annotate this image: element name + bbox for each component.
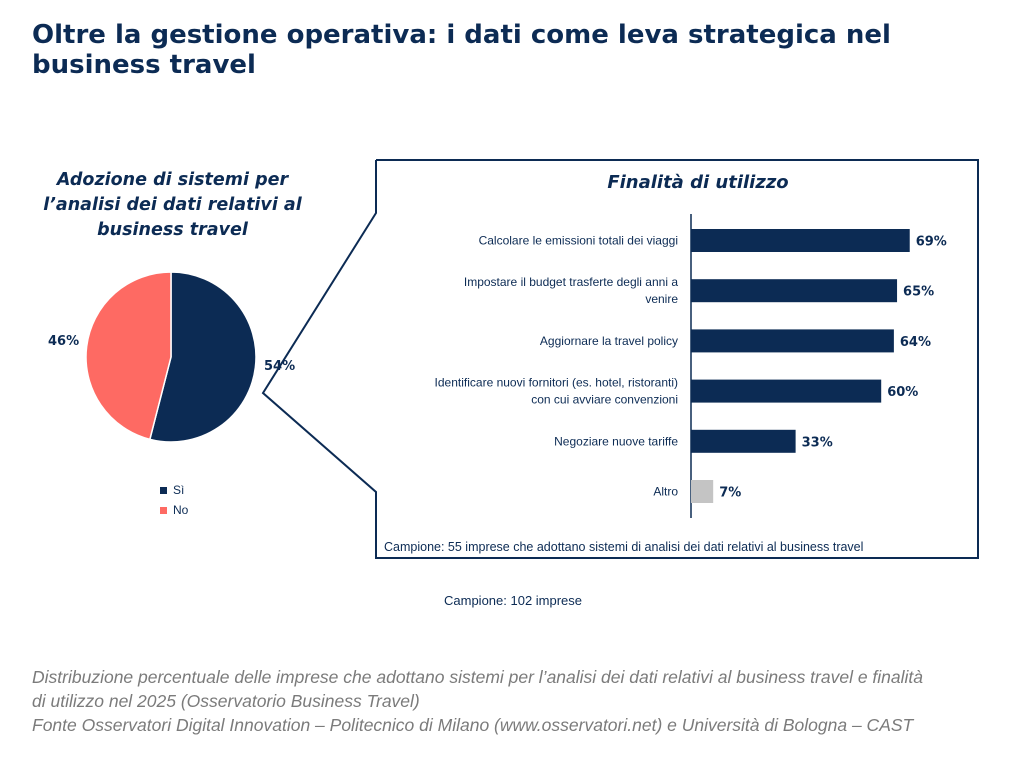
bar-chart-title: Finalità di utilizzo [607, 172, 789, 193]
figure-caption: Distribuzione percentuale delle imprese … [32, 665, 1017, 737]
bar-value-label-3: 64% [900, 335, 931, 350]
pie-chart: 54%46% [48, 271, 295, 443]
bar-chart: 69% Calcolare le emissioni totali dei via… [435, 214, 947, 518]
bar-chart-sample-note: Campione: 55 imprese che adottano sistem… [384, 540, 864, 554]
page-title: Oltre la gestione operativa: i dati come… [32, 20, 891, 80]
bar-category-label-3: Aggiornare la travel policy [540, 334, 678, 348]
pie-legend: Sì No [160, 480, 188, 520]
bar-category-label-4: Identificare nuovi fornitori (es. hotel,… [435, 376, 678, 407]
pie-chart-sample-note: Campione: 102 imprese [444, 593, 583, 608]
bar-value-label-1: 69% [916, 235, 947, 250]
bar-6 [691, 480, 714, 503]
pie-chart-title: Adozione di sistemi per l’analisi dei da… [43, 170, 302, 240]
bar-3 [691, 329, 894, 353]
caption-line-1: Distribuzione percentuale delle imprese … [32, 667, 924, 687]
bar-value-label-4: 60% [887, 385, 918, 400]
callout-connector [261, 159, 979, 559]
legend-item-no: No [160, 500, 188, 520]
bar-2 [691, 279, 898, 303]
pie-slice-no [85, 271, 172, 441]
pie-value-label-no: 46% [48, 334, 79, 349]
legend-swatch-si [160, 486, 167, 494]
bar-value-label-5: 33% [802, 435, 833, 450]
caption-line-2: di utilizzo nel 2025 (Osservatorio Busin… [32, 691, 420, 711]
bar-category-label-2: Impostare il budget trasferte degli anni… [464, 275, 678, 306]
legend-item-si: Sì [160, 480, 188, 500]
bar-1 [691, 229, 910, 252]
caption-line-3: Fonte Osservatori Digital Innovation – P… [32, 715, 914, 735]
bar-category-label-6: Altro [653, 485, 678, 499]
bar-category-label-1: Calcolare le emissioni totali dei viaggi [479, 234, 678, 248]
bar-4 [691, 379, 882, 403]
pie-slice-si [148, 271, 257, 443]
bar-value-label-2: 65% [903, 285, 934, 300]
legend-swatch-no [160, 506, 167, 514]
bar-category-label-5: Negoziare nuove tariffe [554, 434, 678, 448]
bar-5 [691, 429, 796, 453]
legend-label-no: No [173, 503, 189, 517]
bar-value-label-6: 7% [719, 486, 741, 501]
legend-label-si: Sì [173, 483, 185, 497]
